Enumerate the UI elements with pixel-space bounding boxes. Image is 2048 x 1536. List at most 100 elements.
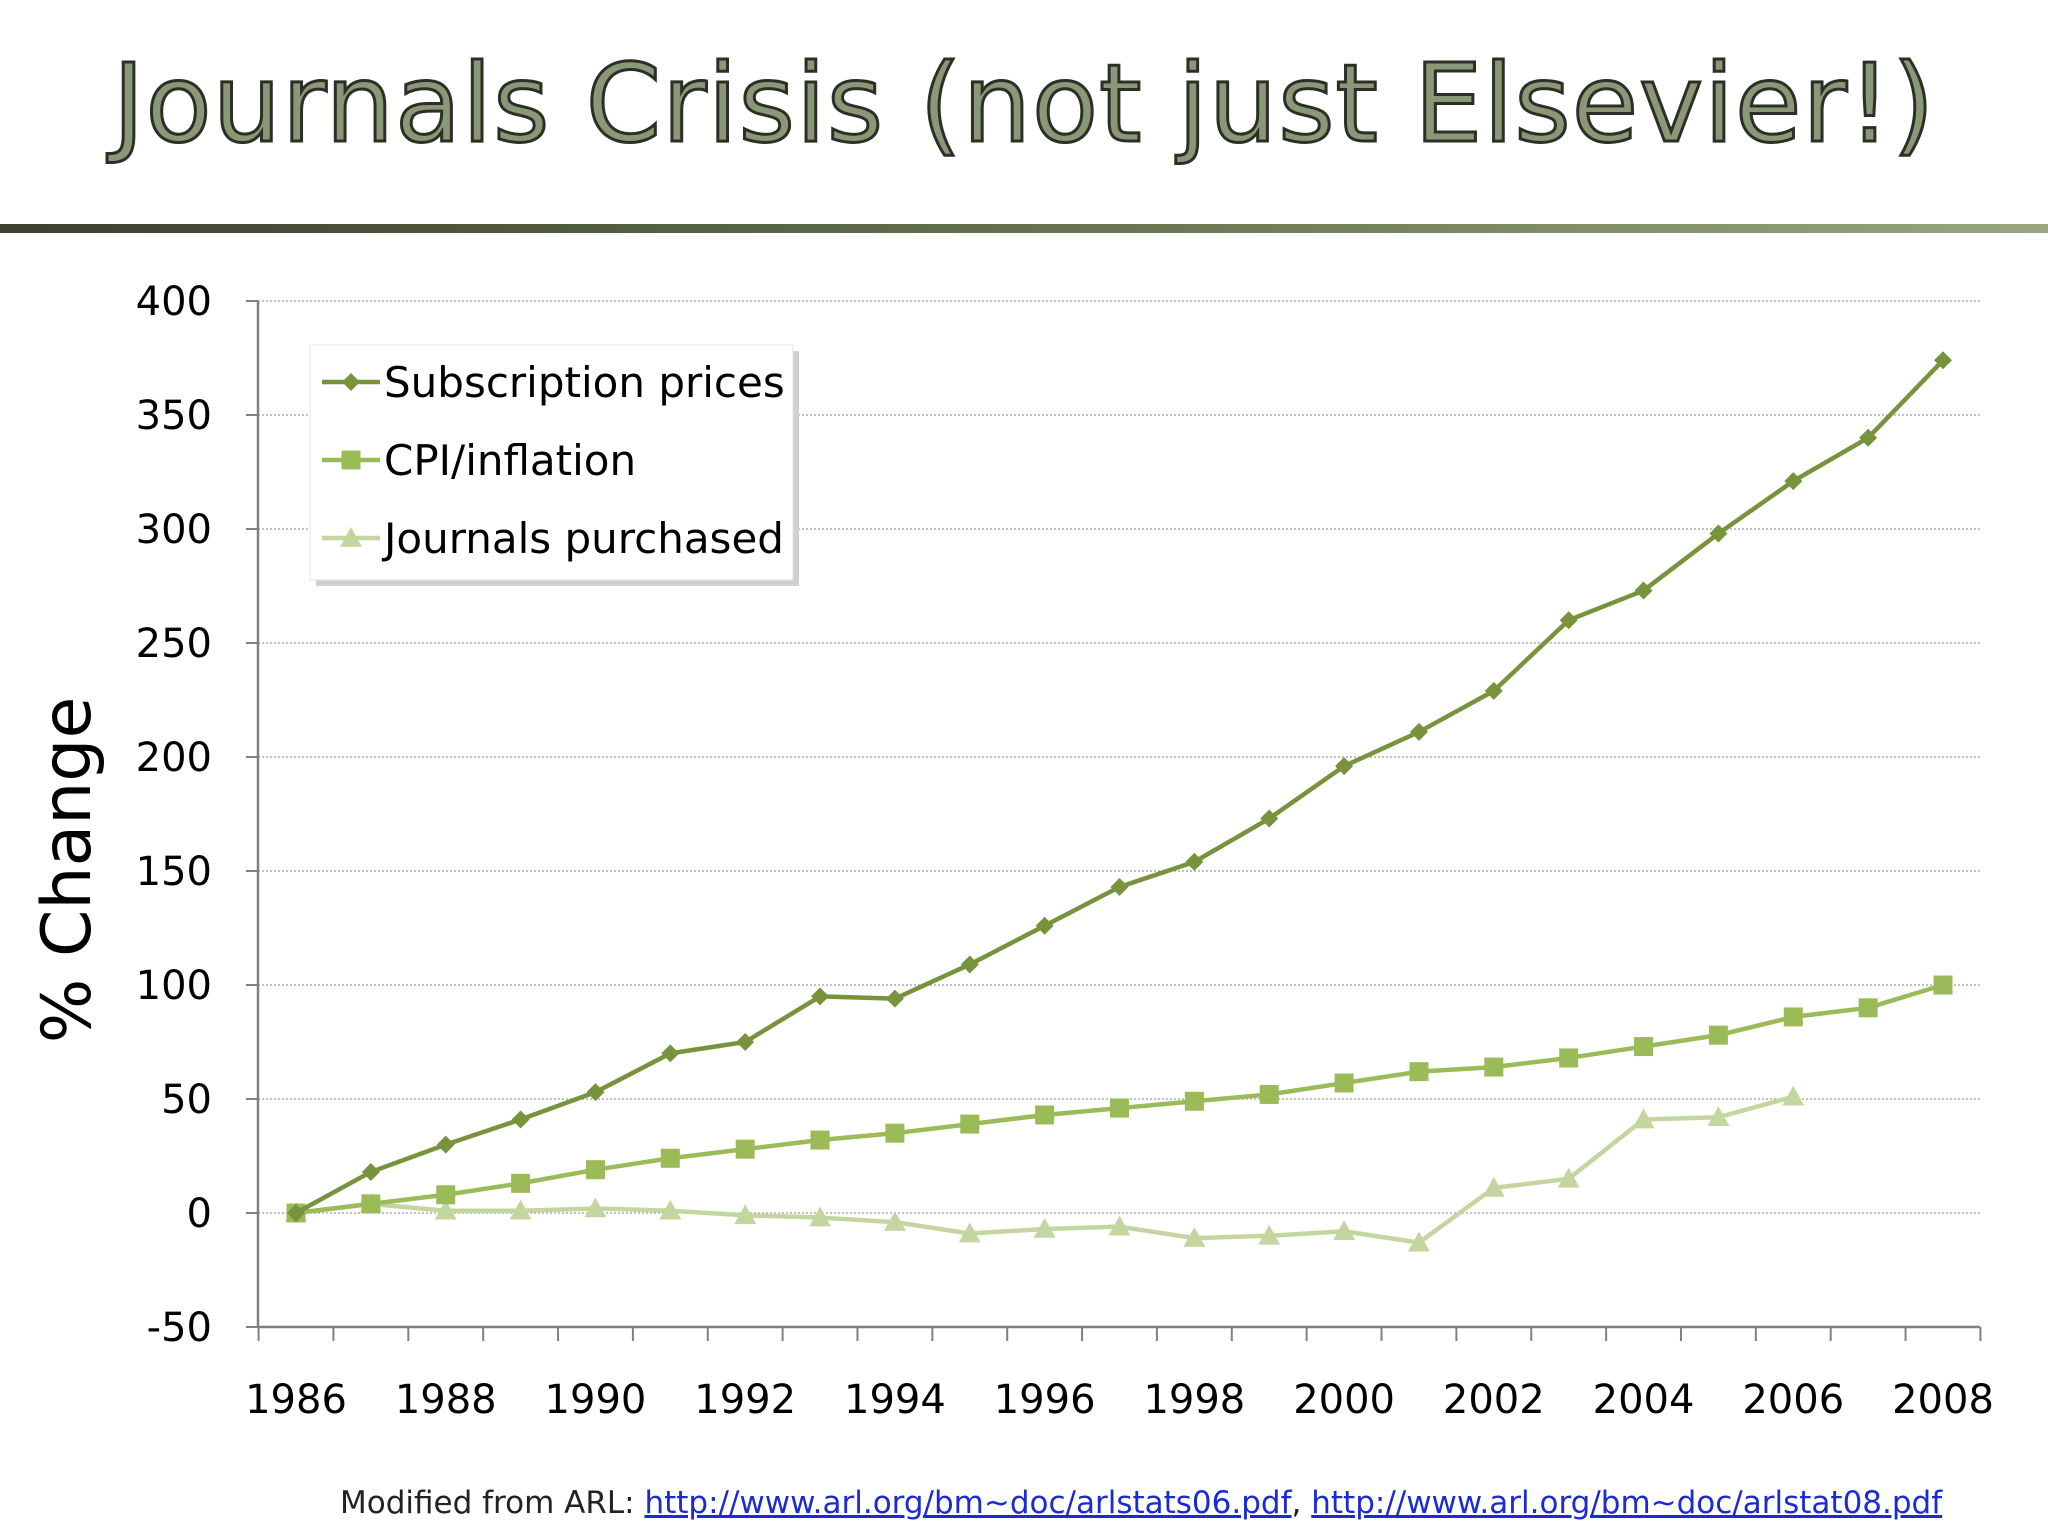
x-tick-label: 1988	[395, 1377, 497, 1423]
data-point	[509, 1199, 532, 1220]
data-point	[1035, 1105, 1055, 1125]
legend-marker	[341, 450, 361, 470]
data-point	[1110, 1098, 1129, 1118]
x-tick-label: 2006	[1742, 1377, 1844, 1423]
data-point	[1335, 757, 1354, 776]
data-point	[361, 1162, 380, 1181]
source-footer: Modified from ARL: http://www.arl.org/bm…	[340, 1485, 1942, 1521]
data-point	[1333, 1220, 1356, 1241]
data-point	[810, 1130, 830, 1150]
data-point	[586, 1083, 605, 1102]
data-point	[1934, 351, 1952, 370]
legend-marker	[340, 527, 362, 547]
data-point	[661, 1044, 680, 1063]
data-point	[734, 1204, 757, 1225]
data-point	[1634, 581, 1653, 600]
x-tick-label: 1998	[1143, 1377, 1245, 1423]
data-point	[1407, 1231, 1430, 1252]
data-point	[960, 1114, 980, 1134]
source-link-arlstats06[interactable]: http://www.arl.org/bm~doc/arlstats06.pdf	[644, 1485, 1292, 1521]
series-layer	[285, 351, 1953, 1252]
data-point	[1707, 1106, 1730, 1127]
data-point	[287, 1204, 305, 1222]
data-point	[1559, 611, 1578, 630]
data-point	[1709, 524, 1728, 543]
y-tick-label: 350	[136, 393, 212, 439]
data-point	[436, 1185, 456, 1205]
data-point	[511, 1110, 530, 1129]
slide-title: Journals Crisis (not just Elsevier!)	[111, 41, 1936, 169]
data-point	[1183, 1227, 1206, 1247]
x-tick-label: 1994	[844, 1377, 946, 1423]
y-tick-label: 50	[161, 1077, 212, 1123]
data-point	[1557, 1167, 1580, 1188]
y-tick-label: 300	[136, 507, 212, 553]
data-point	[436, 1135, 455, 1154]
data-point	[1782, 1085, 1805, 1106]
series-subscription-prices	[287, 351, 1952, 1222]
data-point	[1108, 1215, 1131, 1236]
data-point	[1260, 809, 1279, 828]
legend-marker	[342, 373, 360, 391]
x-tick-label: 2000	[1293, 1377, 1395, 1423]
data-point	[736, 1033, 755, 1051]
data-point	[1634, 1037, 1654, 1057]
data-point	[361, 1194, 381, 1214]
data-point	[1033, 1217, 1056, 1238]
data-point	[1859, 428, 1878, 447]
x-tick-label: 1986	[245, 1377, 347, 1423]
footer-separator: ,	[1291, 1485, 1312, 1521]
y-tick-label: 100	[136, 963, 212, 1009]
data-point	[511, 1173, 531, 1193]
data-point	[885, 1123, 905, 1143]
data-point	[735, 1139, 755, 1159]
data-point	[434, 1199, 457, 1220]
legend-box	[309, 344, 794, 581]
y-tick-label: 200	[136, 735, 212, 781]
data-point	[1559, 1048, 1579, 1068]
data-point	[885, 989, 904, 1008]
data-point	[1035, 916, 1054, 935]
data-point	[1409, 1062, 1429, 1082]
x-tick-label: 2004	[1593, 1377, 1695, 1423]
data-point	[1933, 975, 1953, 995]
data-point	[1484, 681, 1503, 700]
x-tick-label: 1990	[545, 1377, 647, 1423]
y-tick-label: 400	[136, 279, 212, 325]
data-point	[659, 1199, 682, 1220]
data-point	[958, 1222, 981, 1243]
data-point	[883, 1211, 906, 1231]
y-tick-label: -50	[147, 1305, 212, 1351]
series-cpi-inflation	[286, 975, 1953, 1223]
data-point	[960, 955, 979, 974]
title-divider	[0, 224, 2048, 233]
x-tick-label: 2008	[1892, 1377, 1994, 1423]
data-point	[1482, 1176, 1505, 1197]
data-point	[1184, 1091, 1204, 1111]
x-tick-label: 1996	[994, 1377, 1096, 1423]
y-tick-label: 150	[136, 849, 212, 895]
y-axis-title: % Change	[28, 697, 107, 1044]
data-point	[1259, 1084, 1279, 1104]
footer-prefix: Modified from ARL:	[340, 1485, 645, 1521]
x-tick-label: 1992	[694, 1377, 796, 1423]
data-point	[1258, 1224, 1281, 1245]
data-point	[1858, 998, 1878, 1018]
source-link-arlstat08[interactable]: http://www.arl.org/bm~doc/arlstat08.pdf	[1311, 1485, 1943, 1521]
legend-label: Subscription prices	[384, 358, 785, 407]
data-point	[1334, 1073, 1354, 1093]
y-tick-label: 0	[187, 1191, 212, 1237]
data-point	[1484, 1057, 1504, 1077]
data-point	[1708, 1025, 1728, 1045]
x-tick-label: 2002	[1443, 1377, 1545, 1423]
data-point	[1409, 722, 1428, 741]
data-point	[584, 1197, 607, 1218]
data-point	[1110, 877, 1129, 896]
data-point	[1632, 1108, 1655, 1129]
data-point	[1783, 1007, 1803, 1027]
data-point	[585, 1160, 605, 1180]
data-point	[660, 1148, 680, 1168]
legend-label: Journals purchased	[381, 514, 784, 563]
